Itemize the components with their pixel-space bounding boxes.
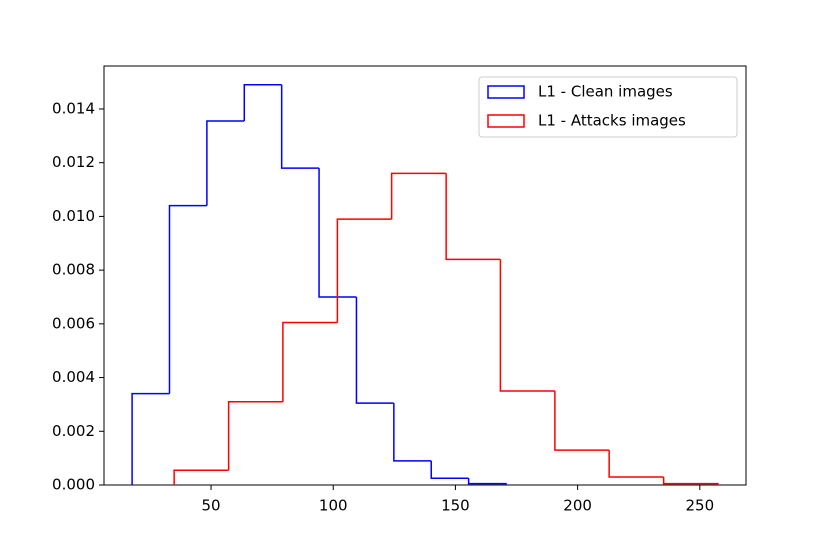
legend-label: L1 - Attacks images <box>538 112 686 130</box>
hist-step <box>131 392 170 485</box>
plot-frame <box>103 65 747 486</box>
hist-step <box>608 450 664 478</box>
legend-swatch <box>487 114 525 128</box>
hist-step <box>168 204 207 394</box>
legend-box <box>478 76 738 138</box>
y-tick-label: 0.010 <box>52 207 95 225</box>
y-tick-label: 0.008 <box>52 261 95 279</box>
x-tick-label: 150 <box>441 497 470 515</box>
hist-step <box>390 172 447 220</box>
y-tick-label: 0.000 <box>52 476 95 494</box>
hist-step <box>206 120 245 206</box>
y-tick-label: 0.004 <box>52 368 95 386</box>
hist-step <box>662 476 719 485</box>
x-tick-label: 200 <box>563 497 592 515</box>
hist-step <box>355 296 394 404</box>
hist-step <box>243 84 282 122</box>
legend-swatch <box>487 85 525 99</box>
y-tick-label: 0.012 <box>52 153 95 171</box>
hist-step <box>318 168 357 298</box>
x-tick-label: 50 <box>201 497 220 515</box>
hist-step <box>336 218 392 323</box>
hist-step <box>445 173 501 261</box>
x-tick-label: 100 <box>319 497 348 515</box>
hist-step <box>280 84 320 169</box>
hist-step <box>227 400 283 471</box>
hist-step <box>173 469 229 485</box>
x-tick-label: 250 <box>685 497 714 515</box>
hist-step <box>554 390 610 451</box>
hist-step <box>282 321 338 402</box>
y-tick-label: 0.006 <box>52 314 95 332</box>
hist-step <box>467 478 507 485</box>
hist-step <box>430 460 469 480</box>
y-tick-label: 0.002 <box>52 422 95 440</box>
y-tick-label: 0.014 <box>52 99 95 117</box>
legend-label: L1 - Clean images <box>538 83 673 101</box>
hist-step <box>499 259 555 392</box>
hist-step <box>393 403 432 462</box>
